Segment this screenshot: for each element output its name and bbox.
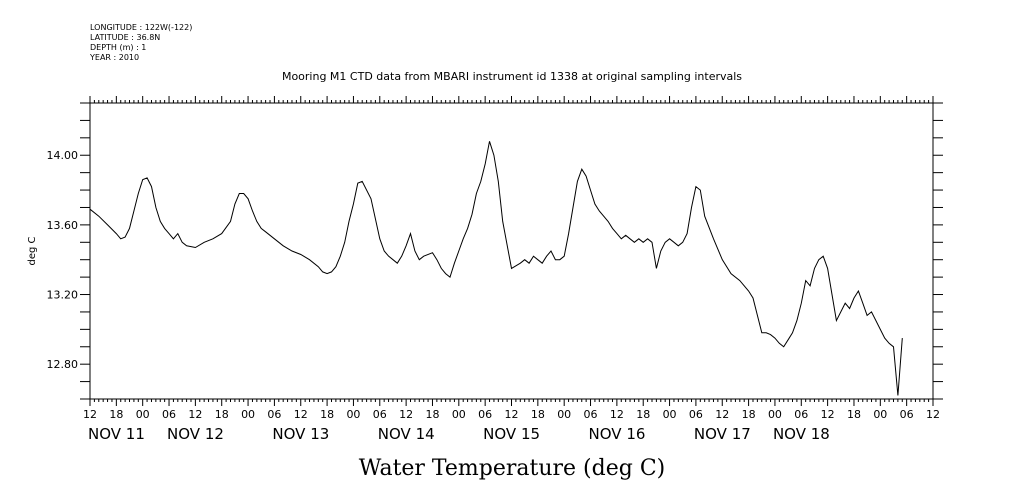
header-longitude: LONGITUDE : 122W(-122): [90, 23, 192, 32]
x-tick-label: 00: [768, 408, 782, 421]
x-tick-label: 00: [452, 408, 466, 421]
x-axis-label: Water Temperature (deg C): [359, 456, 666, 481]
header-year: YEAR : 2010: [89, 53, 139, 62]
x-tick-label: 18: [847, 408, 861, 421]
x-tick-label: 12: [399, 408, 413, 421]
x-tick-label: 00: [136, 408, 150, 421]
tick-labels: 12 18 00 06 12 18 00 06 12 18 00 06 12 18 00 06 12 18 00 06…: [47, 149, 941, 443]
x-tick-label: 06: [689, 408, 703, 421]
x-tick-label: 06: [794, 408, 808, 421]
x-tick-label: 12: [926, 408, 940, 421]
header-metadata: LONGITUDE : 122W(-122) LATITUDE : 36.8N …: [89, 23, 192, 62]
x-day-label: NOV 17: [694, 425, 751, 443]
x-day-label: NOV 13: [272, 425, 329, 443]
y-tick-label: 13.20: [47, 289, 79, 302]
x-tick-label: 18: [531, 408, 545, 421]
x-day-label: NOV 11: [88, 425, 145, 443]
x-tick-label: 06: [373, 408, 387, 421]
x-tick-label: 00: [241, 408, 255, 421]
x-tick-label: 06: [162, 408, 176, 421]
x-tick-label: 12: [821, 408, 835, 421]
x-tick-label: 00: [346, 408, 360, 421]
x-tick-label: 06: [478, 408, 492, 421]
x-tick-label: 00: [663, 408, 677, 421]
x-tick-label: 18: [636, 408, 650, 421]
x-tick-label: 12: [610, 408, 624, 421]
x-tick-label: 12: [83, 408, 97, 421]
x-tick-label: 12: [715, 408, 729, 421]
x-day-label: NOV 18: [773, 425, 830, 443]
x-tick-label: 18: [215, 408, 229, 421]
x-day-label: NOV 15: [483, 425, 540, 443]
x-tick-label: 00: [557, 408, 571, 421]
x-tick-label: 18: [742, 408, 756, 421]
chart-title: Mooring M1 CTD data from MBARI instrumen…: [282, 70, 742, 83]
x-tick-label: 06: [900, 408, 914, 421]
x-tick-label: 12: [505, 408, 519, 421]
series-line-water-temperature: [89, 141, 903, 396]
y-axis-label: deg C: [27, 236, 38, 265]
plot-frame: [89, 102, 934, 400]
y-tick-label: 14.00: [47, 149, 79, 162]
tick-marks: [80, 96, 943, 406]
y-tick-label: 12.80: [47, 358, 79, 371]
x-day-label: NOV 16: [589, 425, 646, 443]
x-tick-label: 12: [294, 408, 308, 421]
x-day-label: NOV 14: [378, 425, 435, 443]
x-tick-label: 18: [320, 408, 334, 421]
x-tick-label: 18: [109, 408, 123, 421]
header-depth: DEPTH (m) : 1: [90, 43, 146, 52]
y-tick-label: 13.60: [47, 219, 79, 232]
x-tick-label: 12: [188, 408, 202, 421]
x-tick-label: 18: [425, 408, 439, 421]
x-tick-label: 06: [267, 408, 281, 421]
x-day-label: NOV 12: [167, 425, 224, 443]
x-tick-label: 00: [873, 408, 887, 421]
header-latitude: LATITUDE : 36.8N: [90, 33, 160, 42]
x-tick-label: 06: [584, 408, 598, 421]
